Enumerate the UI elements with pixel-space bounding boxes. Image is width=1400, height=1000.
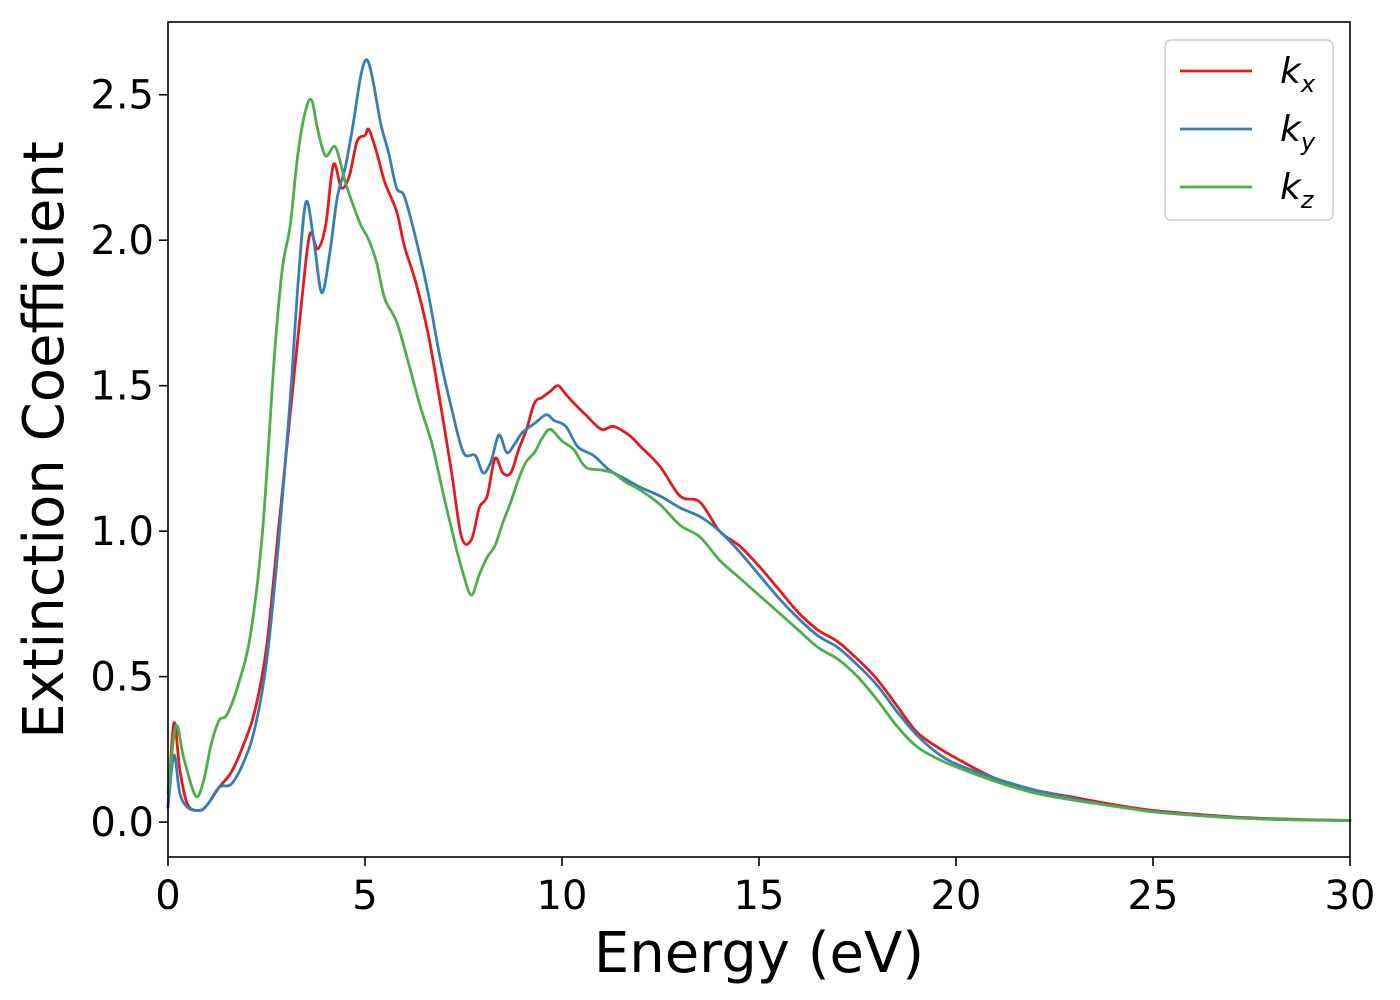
legend-label-x: kx <box>1280 51 1316 98</box>
x-axis: 0 5 10 15 20 25 30 <box>155 857 1375 919</box>
x-tick-label: 10 <box>537 873 588 919</box>
series-line-y <box>166 58 1352 823</box>
y-tick-label: 0.0 <box>90 800 154 846</box>
x-tick-label: 25 <box>1128 873 1179 919</box>
y-tick-label: 0.5 <box>90 655 154 701</box>
x-axis-label: Energy (eV) <box>594 921 924 986</box>
series-line-z <box>166 97 1352 823</box>
y-axis: 0.0 0.5 1.0 1.5 2.0 2.5 <box>90 73 168 846</box>
x-tick-label: 20 <box>931 873 982 919</box>
y-tick-label: 2.5 <box>90 73 154 119</box>
x-tick-label: 5 <box>352 873 377 919</box>
y-tick-label: 1.5 <box>90 364 154 410</box>
legend: kx ky kz <box>1164 39 1334 221</box>
x-tick-label: 30 <box>1325 873 1376 919</box>
legend-label-z: kz <box>1280 167 1315 214</box>
y-tick-label: 2.0 <box>90 218 154 264</box>
legend-label-y: ky <box>1280 109 1316 156</box>
plot-background <box>168 22 1350 857</box>
y-axis-label: Extinction Coefficient <box>12 141 77 739</box>
series-layer <box>166 58 1352 823</box>
x-tick-label: 15 <box>734 873 785 919</box>
y-tick-label: 1.0 <box>90 509 154 555</box>
x-tick-label: 0 <box>155 873 180 919</box>
